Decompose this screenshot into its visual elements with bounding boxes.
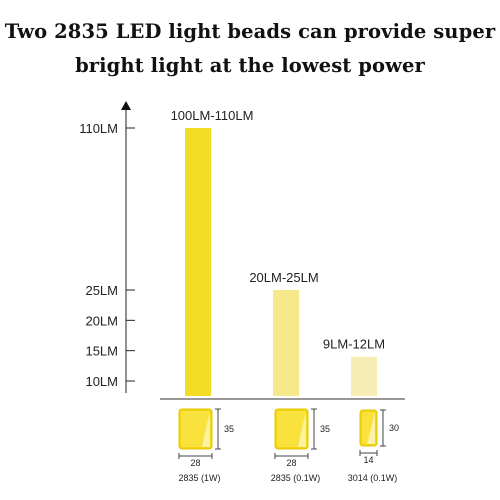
led-chip-face (277, 411, 306, 447)
chart-title-line-1: Two 2835 LED light beads can provide sup… (4, 20, 496, 43)
height-dimension-label: 30 (389, 423, 399, 433)
y-axis: 110LM 25LM 20LM 15LM 10LM (79, 101, 135, 393)
height-dimension-label: 35 (224, 424, 234, 434)
y-tick-label: 20LM (85, 313, 118, 328)
width-dimension-label: 28 (286, 458, 296, 468)
led-chip-3: 30 14 3014 (0.1W) (348, 409, 399, 483)
bars: 100LM-110LM 20LM-25LM 9LM-12LM (160, 108, 405, 400)
height-dimension-label: 35 (320, 424, 330, 434)
led-chip-2: 35 28 2835 (0.1W) (271, 408, 330, 483)
led-chip-shine (298, 411, 306, 447)
y-tick-label: 10LM (85, 374, 118, 389)
led-chip-shine (202, 411, 210, 447)
bar (185, 128, 211, 396)
chart-title-line-2: bright light at the lowest power (75, 54, 425, 77)
y-axis-arrow-icon (121, 101, 131, 110)
chip-model-label: 3014 (0.1W) (348, 473, 398, 483)
bar-data-label: 20LM-25LM (249, 270, 318, 285)
y-tick-label: 25LM (85, 283, 118, 298)
led-chips: 35 28 2835 (1W) 35 28 2835 (0.1W) 30 14 3014 (0.… (178, 408, 399, 483)
width-dimension-label: 14 (363, 455, 373, 465)
width-dimension-label: 28 (190, 458, 200, 468)
y-tick-label: 110LM (79, 121, 118, 136)
bar (351, 356, 377, 396)
y-tick-label: 15LM (85, 344, 118, 359)
chip-model-label: 2835 (0.1W) (271, 473, 321, 483)
led-chip-shine (367, 412, 375, 444)
bar-data-label: 9LM-12LM (323, 337, 385, 352)
chip-model-label: 2835 (1W) (178, 473, 220, 483)
led-chip-face (181, 411, 210, 447)
led-chip-1: 35 28 2835 (1W) (178, 408, 234, 483)
bar (273, 290, 299, 396)
bar-data-label: 100LM-110LM (171, 108, 254, 123)
